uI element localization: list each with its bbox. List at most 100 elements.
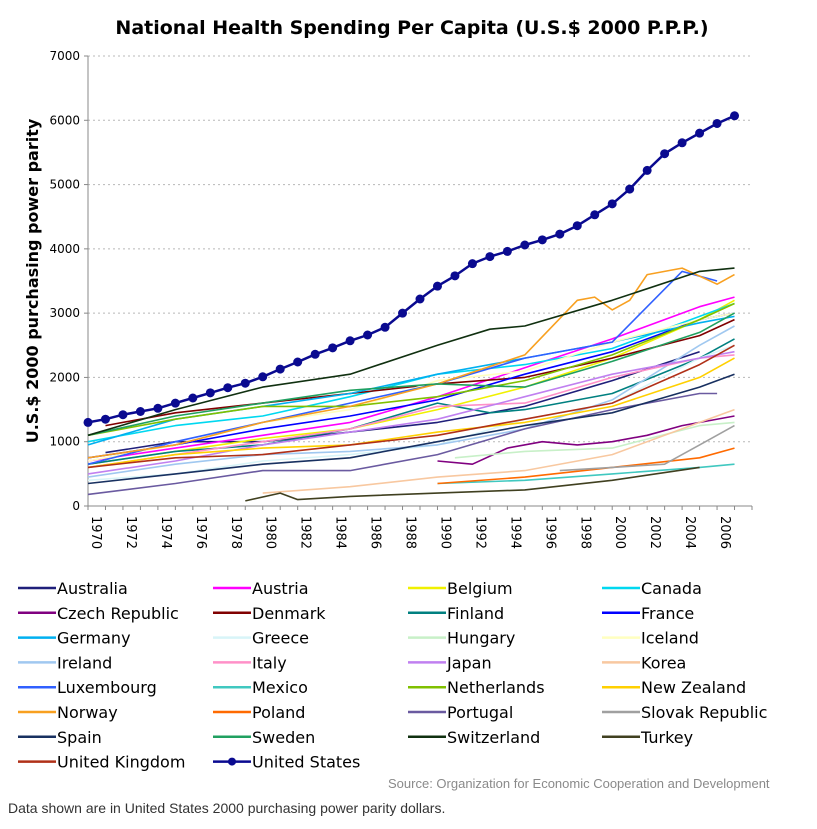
data-point (642, 165, 652, 175)
y-tick-label: 6000 (49, 113, 80, 127)
data-point (293, 357, 303, 367)
data-point (677, 138, 687, 148)
data-point (398, 308, 408, 318)
series-line (87, 299, 735, 465)
legend-label: Norway (57, 703, 118, 722)
legend-label: Netherlands (447, 678, 545, 697)
data-point (590, 210, 600, 220)
x-tick-label: 1974 (158, 516, 173, 549)
data-point (695, 128, 705, 138)
legend-label: France (641, 604, 694, 623)
series-line (437, 463, 735, 485)
x-tick-label: 1982 (298, 516, 313, 549)
legend: Australia Austria Belgium Canada Czech Repub… (18, 579, 767, 772)
data-point (153, 403, 163, 413)
plot-lines (83, 111, 740, 502)
x-tick-label: 1972 (123, 516, 138, 549)
data-point (450, 271, 460, 281)
data-point (712, 119, 722, 128)
y-tick-label: 5000 (49, 178, 80, 192)
data-point (537, 235, 547, 245)
legend-label: United States (252, 753, 360, 772)
data-point (223, 383, 233, 393)
data-point (502, 246, 512, 256)
y-ticks: 0 1000 2000 3000 4000 5000 6000 7000 (49, 49, 88, 513)
legend-label: Belgium (447, 579, 513, 598)
legend-label: Turkey (640, 728, 693, 747)
legend-label: Iceland (641, 629, 699, 648)
data-point (118, 410, 128, 420)
series-line (87, 357, 735, 469)
data-point (188, 393, 198, 403)
series-line (454, 421, 735, 459)
chart: National Health Spending Per Capita (U.S… (18, 17, 767, 772)
x-tick-label: 1980 (263, 516, 278, 549)
legend-label: Greece (252, 629, 309, 648)
legend-label: Czech Republic (57, 604, 179, 623)
legend-label: Italy (252, 653, 287, 672)
legend-label: Poland (252, 703, 305, 722)
legend-label: United Kingdom (57, 753, 185, 772)
data-point (310, 349, 320, 359)
data-point (607, 199, 617, 209)
data-point (660, 149, 670, 159)
series-line (87, 350, 735, 475)
data-point (258, 372, 268, 382)
legend-label: Portugal (447, 703, 513, 722)
legend-label: Austria (252, 579, 309, 598)
series-line (87, 312, 735, 459)
x-tick-label: 2000 (612, 516, 627, 549)
x-tick-label: 1998 (577, 516, 592, 549)
data-point (275, 364, 285, 374)
legend-label: Spain (57, 728, 102, 747)
x-tick-label: 1990 (437, 516, 452, 549)
legend-label: Denmark (252, 604, 326, 623)
series-line (87, 312, 735, 437)
x-tick-label: 2002 (647, 516, 662, 549)
data-point (83, 417, 93, 427)
legend-label: New Zealand (641, 678, 746, 697)
legend-label: Hungary (447, 629, 515, 648)
legend-label: Korea (641, 653, 686, 672)
data-point (240, 378, 250, 388)
x-tick-label: 1988 (403, 516, 418, 549)
series-line (262, 408, 735, 494)
x-tick-label: 1978 (228, 516, 243, 549)
x-ticks: 1970 1972 1974 1976 1978 1980 1982 1984 1986 1988… (87, 506, 753, 549)
legend-label: Ireland (57, 653, 112, 672)
data-point (555, 229, 565, 239)
x-tick-label: 2006 (717, 516, 732, 549)
data-point (363, 330, 373, 340)
y-axis-label: U.S.$ 2000 purchasing power parity (23, 118, 42, 443)
legend-label: Mexico (252, 678, 308, 697)
legend-marker (228, 757, 236, 766)
legend-label: Australia (57, 579, 128, 598)
series-line (87, 270, 718, 465)
legend-label: Slovak Republic (641, 703, 767, 722)
x-tick-label: 2004 (682, 516, 697, 549)
legend-label: Finland (447, 604, 504, 623)
data-point (345, 336, 355, 346)
x-tick-label: 1986 (368, 516, 383, 549)
data-point (485, 252, 495, 262)
series-line (559, 424, 735, 472)
legend-label: Germany (57, 629, 131, 648)
x-tick-label: 1970 (88, 516, 103, 549)
data-point (135, 407, 145, 416)
data-point (572, 221, 582, 231)
chart-title: National Health Spending Per Capita (U.S… (115, 17, 708, 39)
series-line (87, 354, 735, 469)
data-point (415, 294, 425, 304)
data-point (100, 414, 110, 424)
series-line (437, 447, 735, 485)
series-line (245, 466, 700, 502)
y-tick-label: 3000 (49, 306, 80, 320)
x-tick-label: 1992 (472, 516, 487, 549)
series-line (87, 267, 735, 459)
data-point (625, 184, 635, 194)
grid (88, 55, 752, 443)
caption: Data shown are in United States 2000 pur… (8, 800, 446, 816)
source-note: Source: Organization for Economic Cooper… (388, 776, 770, 791)
x-tick-label: 1994 (507, 516, 522, 549)
x-tick-label: 1976 (193, 516, 208, 549)
